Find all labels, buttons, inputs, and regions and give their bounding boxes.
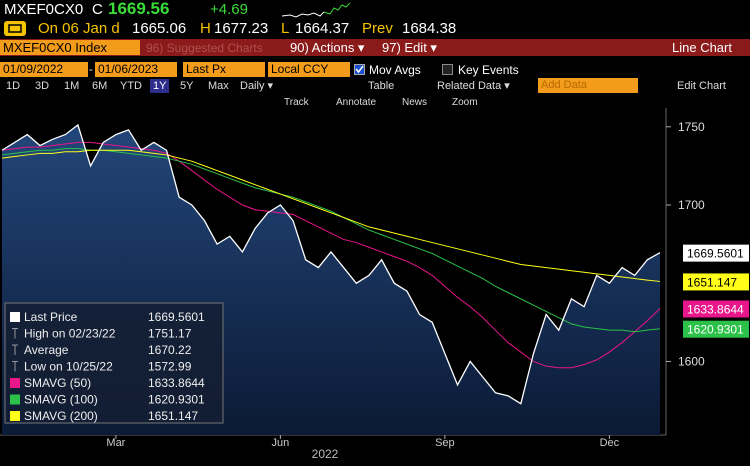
start-date[interactable]: 01/09/2022	[0, 62, 88, 77]
status-icon	[4, 21, 26, 36]
related-data[interactable]: Related Data ▾	[437, 80, 510, 92]
last-value-label: 1651.147	[687, 275, 737, 289]
sparkline	[282, 2, 351, 18]
period-button[interactable]: 6M	[92, 80, 108, 92]
key-events-label: Key Events	[458, 63, 519, 77]
x-tick-label: Jun	[272, 437, 290, 449]
period-button[interactable]: 3D	[35, 80, 50, 92]
period-button[interactable]: Max	[208, 80, 229, 92]
legend: Last Price 1669.5601 High on 02/23/22 1751.…	[4, 302, 224, 424]
last-value-label: 1669.5601	[687, 247, 744, 261]
legend-label: SMAVG (200)	[24, 409, 98, 423]
field-select[interactable]: Last Px	[183, 62, 265, 77]
key-events-checkbox[interactable]	[442, 64, 453, 75]
last-value-box	[683, 273, 749, 291]
security-input[interactable]: MXEF0CX0 Index	[0, 40, 140, 55]
legend-value: 1751.17	[148, 327, 192, 341]
high-label: H	[200, 20, 211, 37]
y-tick-label: 1700	[678, 198, 705, 212]
moving-average-line	[1, 141, 661, 369]
price-change: +4.69	[210, 1, 248, 18]
last-price: 1669.56	[108, 0, 170, 18]
legend-box	[4, 302, 224, 424]
suggested-charts[interactable]: 96) Suggested Charts	[146, 41, 263, 55]
last-value-box	[683, 320, 749, 338]
last-value-tag: 1633.8644	[683, 300, 749, 318]
edit-chart[interactable]: Edit Chart	[677, 80, 726, 92]
period-button[interactable]: 1Y	[150, 79, 170, 93]
currency-select[interactable]: Local CCY	[268, 62, 350, 77]
actions-menu[interactable]: 90) Actions ▾	[290, 40, 365, 55]
last-value-label: 1633.8644	[687, 302, 744, 316]
moving-average-line	[1, 148, 661, 333]
moving-average-line	[1, 149, 661, 282]
quote-date: On 06 Jan d	[38, 20, 120, 37]
command-bar	[0, 39, 750, 56]
legend-label: Low on 10/25/22	[24, 360, 113, 374]
period-button[interactable]: 5Y	[180, 80, 194, 92]
chart-type: Line Chart	[672, 40, 732, 55]
period-button[interactable]: 1D	[6, 80, 21, 92]
x-tick-label: Mar	[106, 437, 125, 449]
add-data-input[interactable]: Add Data	[538, 78, 638, 93]
mov-avgs-checkbox[interactable]	[354, 64, 365, 75]
legend-swatch	[10, 312, 20, 322]
period-button[interactable]: 1M	[64, 80, 80, 92]
tool-button[interactable]: Track	[284, 97, 309, 108]
tool-button[interactable]: News	[402, 97, 428, 108]
period-button[interactable]: YTD	[120, 80, 142, 92]
x-axis-label: 2022	[312, 447, 339, 461]
legend-label: SMAVG (50)	[24, 376, 91, 390]
y-tick-label: 1600	[678, 354, 705, 368]
last-value-tag: 1651.147	[683, 273, 749, 291]
legend-swatch	[10, 411, 20, 421]
tool-button[interactable]: Annotate	[336, 97, 377, 108]
legend-glyph	[12, 344, 18, 355]
last-value-box	[683, 244, 749, 262]
legend-value: 1670.22	[148, 343, 192, 357]
close-flag: C	[92, 1, 103, 18]
legend-value: 1669.5601	[148, 310, 205, 324]
last-value-box	[683, 300, 749, 318]
edit-menu[interactable]: 97) Edit ▾	[382, 40, 437, 55]
legend-label: High on 02/23/22	[24, 327, 116, 341]
legend-label: Average	[24, 343, 69, 357]
legend-swatch	[10, 378, 20, 388]
end-date[interactable]: 01/06/2023	[95, 62, 177, 77]
legend-glyph	[12, 328, 18, 339]
x-tick-label: Sep	[435, 437, 455, 449]
legend-swatch	[10, 394, 20, 405]
x-tick-label: Dec	[600, 437, 620, 449]
y-tick-label: 1750	[678, 120, 705, 134]
high-price: 1677.23	[214, 20, 269, 37]
table-button[interactable]: Table	[368, 80, 395, 92]
prev-label: Prev	[362, 20, 393, 37]
legend-value: 1633.8644	[148, 376, 205, 390]
tool-button[interactable]: Zoom	[452, 97, 478, 108]
ticker: MXEF0CX0	[4, 1, 84, 18]
legend-label: SMAVG (100)	[24, 393, 98, 407]
open-price: 1665.06	[132, 20, 187, 37]
low-label: L	[281, 20, 290, 37]
legend-glyph	[12, 361, 18, 372]
mov-avgs-label: Mov Avgs	[369, 63, 421, 77]
low-price: 1664.37	[295, 20, 350, 37]
last-value-label: 1620.9301	[687, 323, 744, 337]
legend-value: 1620.9301	[148, 393, 205, 407]
legend-label: Last Price	[24, 310, 78, 324]
legend-value: 1572.99	[148, 360, 192, 374]
prev-price: 1684.38	[402, 20, 457, 37]
frequency-select[interactable]: Daily ▾	[240, 80, 274, 92]
last-value-tag: 1669.5601	[683, 244, 749, 262]
legend-value: 1651.147	[148, 409, 198, 423]
price-line	[1, 123, 661, 405]
last-value-tag: 1620.9301	[683, 320, 749, 338]
